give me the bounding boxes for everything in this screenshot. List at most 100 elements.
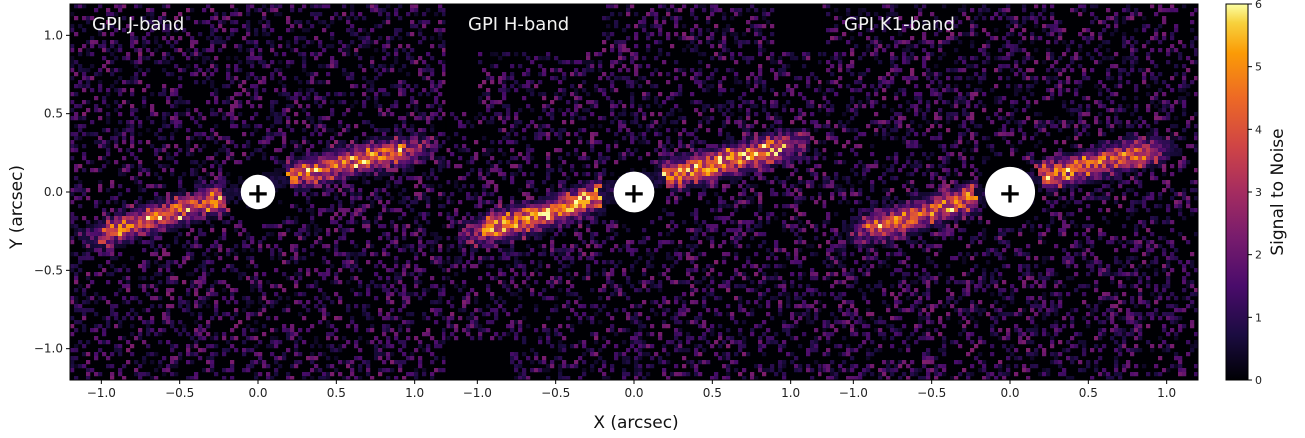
pixel xyxy=(126,168,131,173)
pixel xyxy=(190,40,195,45)
pixel xyxy=(198,112,203,117)
pixel xyxy=(270,156,275,161)
pixel xyxy=(202,300,207,305)
pixel xyxy=(598,64,603,69)
pixel xyxy=(370,152,375,157)
pixel xyxy=(130,36,135,41)
pixel xyxy=(286,116,291,121)
pixel xyxy=(718,172,723,177)
pixel xyxy=(246,204,251,209)
pixel xyxy=(110,52,115,57)
pixel xyxy=(422,268,427,273)
pixel xyxy=(202,20,207,25)
pixel xyxy=(414,200,419,205)
pixel xyxy=(506,108,511,113)
pixel xyxy=(290,152,295,157)
pixel xyxy=(502,92,507,97)
pixel xyxy=(658,168,663,173)
pixel xyxy=(206,68,211,73)
pixel xyxy=(406,144,411,149)
pixel xyxy=(750,4,755,9)
pixel xyxy=(326,116,331,121)
pixel xyxy=(490,52,495,57)
pixel xyxy=(774,148,779,153)
pixel xyxy=(130,16,135,21)
pixel xyxy=(610,4,615,9)
pixel xyxy=(350,364,355,369)
pixel xyxy=(706,20,711,25)
pixel xyxy=(170,304,175,309)
pixel xyxy=(250,364,255,369)
pixel xyxy=(634,112,639,117)
pixel xyxy=(254,276,259,281)
pixel xyxy=(226,180,231,185)
pixel xyxy=(538,56,543,61)
pixel xyxy=(742,168,747,173)
pixel xyxy=(734,144,739,149)
pixel xyxy=(78,180,83,185)
pixel xyxy=(378,36,383,41)
pixel xyxy=(722,88,727,93)
pixel xyxy=(802,56,807,61)
pixel xyxy=(498,140,503,145)
pixel xyxy=(730,104,735,109)
pixel xyxy=(78,260,83,265)
pixel xyxy=(306,184,311,189)
pixel xyxy=(150,12,155,17)
pixel xyxy=(546,152,551,157)
pixel xyxy=(294,168,299,173)
pixel xyxy=(770,168,775,173)
pixel xyxy=(358,168,363,173)
pixel xyxy=(74,344,79,349)
pixel xyxy=(278,172,283,177)
pixel xyxy=(762,164,767,169)
pixel xyxy=(306,356,311,361)
pixel xyxy=(274,88,279,93)
pixel xyxy=(302,248,307,253)
pixel xyxy=(730,136,735,141)
pixel xyxy=(178,264,183,269)
pixel xyxy=(358,196,363,201)
pixel xyxy=(766,12,771,17)
pixel xyxy=(198,208,203,213)
pixel xyxy=(686,156,691,161)
pixel xyxy=(118,344,123,349)
pixel xyxy=(126,360,131,365)
pixel xyxy=(110,224,115,229)
pixel xyxy=(86,228,91,233)
pixel xyxy=(586,180,591,185)
pixel xyxy=(94,312,99,317)
pixel xyxy=(370,160,375,165)
pixel xyxy=(142,88,147,93)
pixel xyxy=(122,316,127,321)
pixel xyxy=(294,140,299,145)
pixel xyxy=(262,324,267,329)
pixel xyxy=(238,192,243,197)
pixel xyxy=(82,88,87,93)
pixel xyxy=(578,72,583,77)
pixel xyxy=(722,188,727,193)
pixel xyxy=(298,24,303,29)
pixel xyxy=(538,128,543,133)
pixel xyxy=(126,120,131,125)
pixel xyxy=(738,172,743,177)
pixel xyxy=(582,116,587,121)
pixel xyxy=(82,16,87,21)
pixel xyxy=(670,156,675,161)
pixel xyxy=(710,44,715,49)
pixel xyxy=(314,36,319,41)
pixel xyxy=(346,124,351,129)
pixel xyxy=(318,344,323,349)
pixel xyxy=(330,204,335,209)
pixel xyxy=(122,140,127,145)
pixel xyxy=(150,204,155,209)
pixel xyxy=(734,80,739,85)
pixel xyxy=(198,184,203,189)
pixel xyxy=(370,8,375,13)
pixel xyxy=(322,4,327,9)
pixel xyxy=(458,188,463,193)
pixel xyxy=(490,164,495,169)
pixel xyxy=(390,164,395,169)
pixel xyxy=(154,192,159,197)
pixel xyxy=(582,152,587,157)
